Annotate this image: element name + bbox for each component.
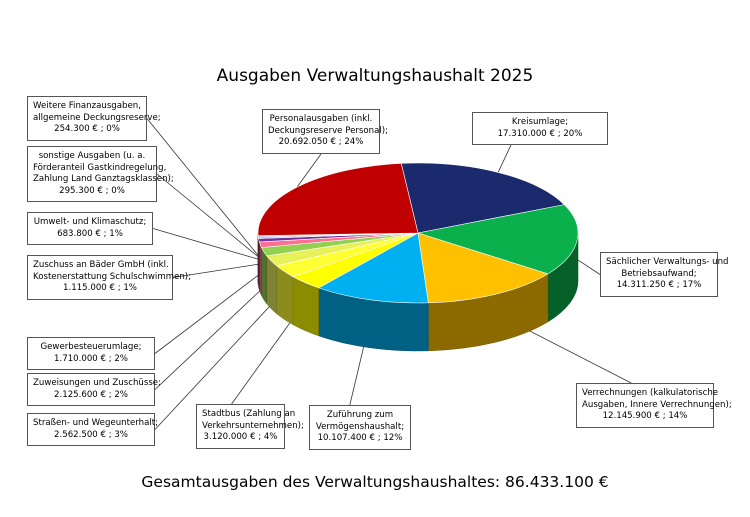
slice-label-line: Zuschuss an Bäder GmbH (inkl. [33, 260, 169, 270]
slice-label-line: Kreisumlage; [511, 117, 569, 127]
slice-label-9: Umwelt- und Klimaschutz; 683.800 € ; 1% [27, 212, 153, 246]
slice-label-line: Personalausgaben (inkl. [269, 114, 373, 124]
slice-label-line: 10.107.400 € ; 12% [317, 433, 403, 444]
pie-slice-2 [417, 232, 549, 304]
slice-label-line: 295.300 € ; 0% [59, 185, 125, 196]
slice-label-line: sonstige Ausgaben (u. a. [38, 151, 146, 161]
slice-label-line: Gewerbesteuerumlage; [40, 342, 142, 352]
pie-side-8 [259, 241, 262, 296]
slice-label-line: Betriebsaufwand; [621, 268, 697, 279]
slice-label-line: Ausgaben, Innere Verrechnungen); [582, 399, 732, 410]
slice-label-line: 254.300 € ; 0% [54, 124, 120, 135]
slice-label-0: Kreisumlage; 17.310.000 € ; 20% [472, 112, 608, 146]
chart-footer: Gesamtausgaben des Verwaltungshaushaltes… [141, 473, 609, 491]
leader-line-12 [296, 153, 322, 188]
leader-line-7 [154, 270, 265, 354]
slice-label-line: Zuführung zum [326, 410, 394, 420]
slice-label-line: Deckungsreserve Personal); [268, 125, 388, 136]
slice-label-line: 3.120.000 € ; 4% [203, 432, 278, 443]
leader-line-1 [576, 259, 601, 275]
pie-side-7 [261, 247, 268, 305]
leader-line-9 [152, 228, 259, 260]
slice-label-6: Zuweisungen und Zuschüsse; 2.125.600 € ; … [27, 373, 161, 407]
slice-label-line: 1.710.000 € ; 2% [54, 353, 128, 364]
slice-label-8: Zuschuss an Bäder GmbH (inkl. Kostenersta… [27, 255, 192, 300]
slice-label-7: Gewerbesteuerumlage; 1.710.000 € ; 2% [27, 337, 155, 371]
slice-label-line: Verrechnungen (kalkulatorische [582, 388, 719, 398]
leader-line-11 [146, 118, 259, 256]
slice-label-line: Vermögenshaushalt; [315, 421, 405, 432]
pie-slice-12 [257, 163, 419, 236]
slice-label-line: 1.115.000 € ; 1% [63, 283, 137, 294]
pie-slice-3 [317, 232, 429, 304]
slice-label-line: allgemeine Deckungsreserve; [33, 112, 161, 123]
slice-label-line: 2.125.600 € ; 2% [54, 389, 128, 400]
slice-label-line: Verkehrsunternehmen); [202, 420, 304, 431]
slice-label-12: Personalausgaben (inkl. Deckungsreserve P… [262, 109, 388, 154]
slice-label-line: 14.311.250 € ; 17% [616, 280, 702, 291]
chart-title: Ausgaben Verwaltungshaushalt 2025 [216, 66, 534, 86]
slice-label-line: Zuweisungen und Zuschüsse; [33, 378, 161, 388]
leader-line-8 [172, 263, 261, 278]
slice-label-line: Zahlung Land Ganztagsklassen); [33, 174, 174, 185]
slice-label-line: Stadtbus (Zahlung an [202, 409, 296, 419]
slice-label-line: Umwelt- und Klimaschutz; [33, 217, 147, 227]
slice-label-line: Weitere Finanzausgaben, [33, 101, 141, 111]
leader-line-6 [154, 279, 272, 390]
slice-label-5: Straßen- und Wegeunterhalt; 2.562.500 € ;… [27, 413, 159, 447]
slice-label-11: Weitere Finanzausgaben, allgemeine Deckun… [27, 96, 161, 141]
slice-label-line: Straßen- und Wegeunterhalt; [33, 418, 159, 428]
slice-label-2: Verrechnungen (kalkulatorische Ausgaben, … [576, 383, 732, 428]
slice-label-3: Zuführung zum Vermögenshaushalt; 10.107.40… [309, 405, 411, 450]
slice-label-line: Kostenerstattung Schulschwimmen); [33, 271, 192, 282]
slice-label-10: sonstige Ausgaben (u. a. Förderanteil Gas… [27, 146, 174, 203]
slice-label-1: Sächlicher Verwaltungs- und Betriebsaufwa… [600, 252, 729, 297]
pie-slice-1 [417, 204, 579, 275]
slice-label-4: Stadtbus (Zahlung an Verkehrsunternehmen)… [196, 404, 304, 449]
slice-label-line: 2.562.500 € ; 3% [54, 429, 128, 440]
slice-label-line: 20.692.050 € ; 24% [278, 137, 364, 148]
slice-label-line: Sächlicher Verwaltungs- und [606, 257, 729, 267]
slice-label-line: 17.310.000 € ; 20% [497, 128, 583, 139]
leader-line-5 [154, 290, 285, 430]
slice-label-line: Förderanteil Gastkindregelung, [33, 162, 167, 173]
pie-slice-0 [400, 162, 565, 234]
leader-line-10 [156, 173, 259, 258]
slice-label-line: 12.145.900 € ; 14% [602, 411, 688, 422]
slice-label-line: 683.800 € ; 1% [57, 228, 123, 239]
